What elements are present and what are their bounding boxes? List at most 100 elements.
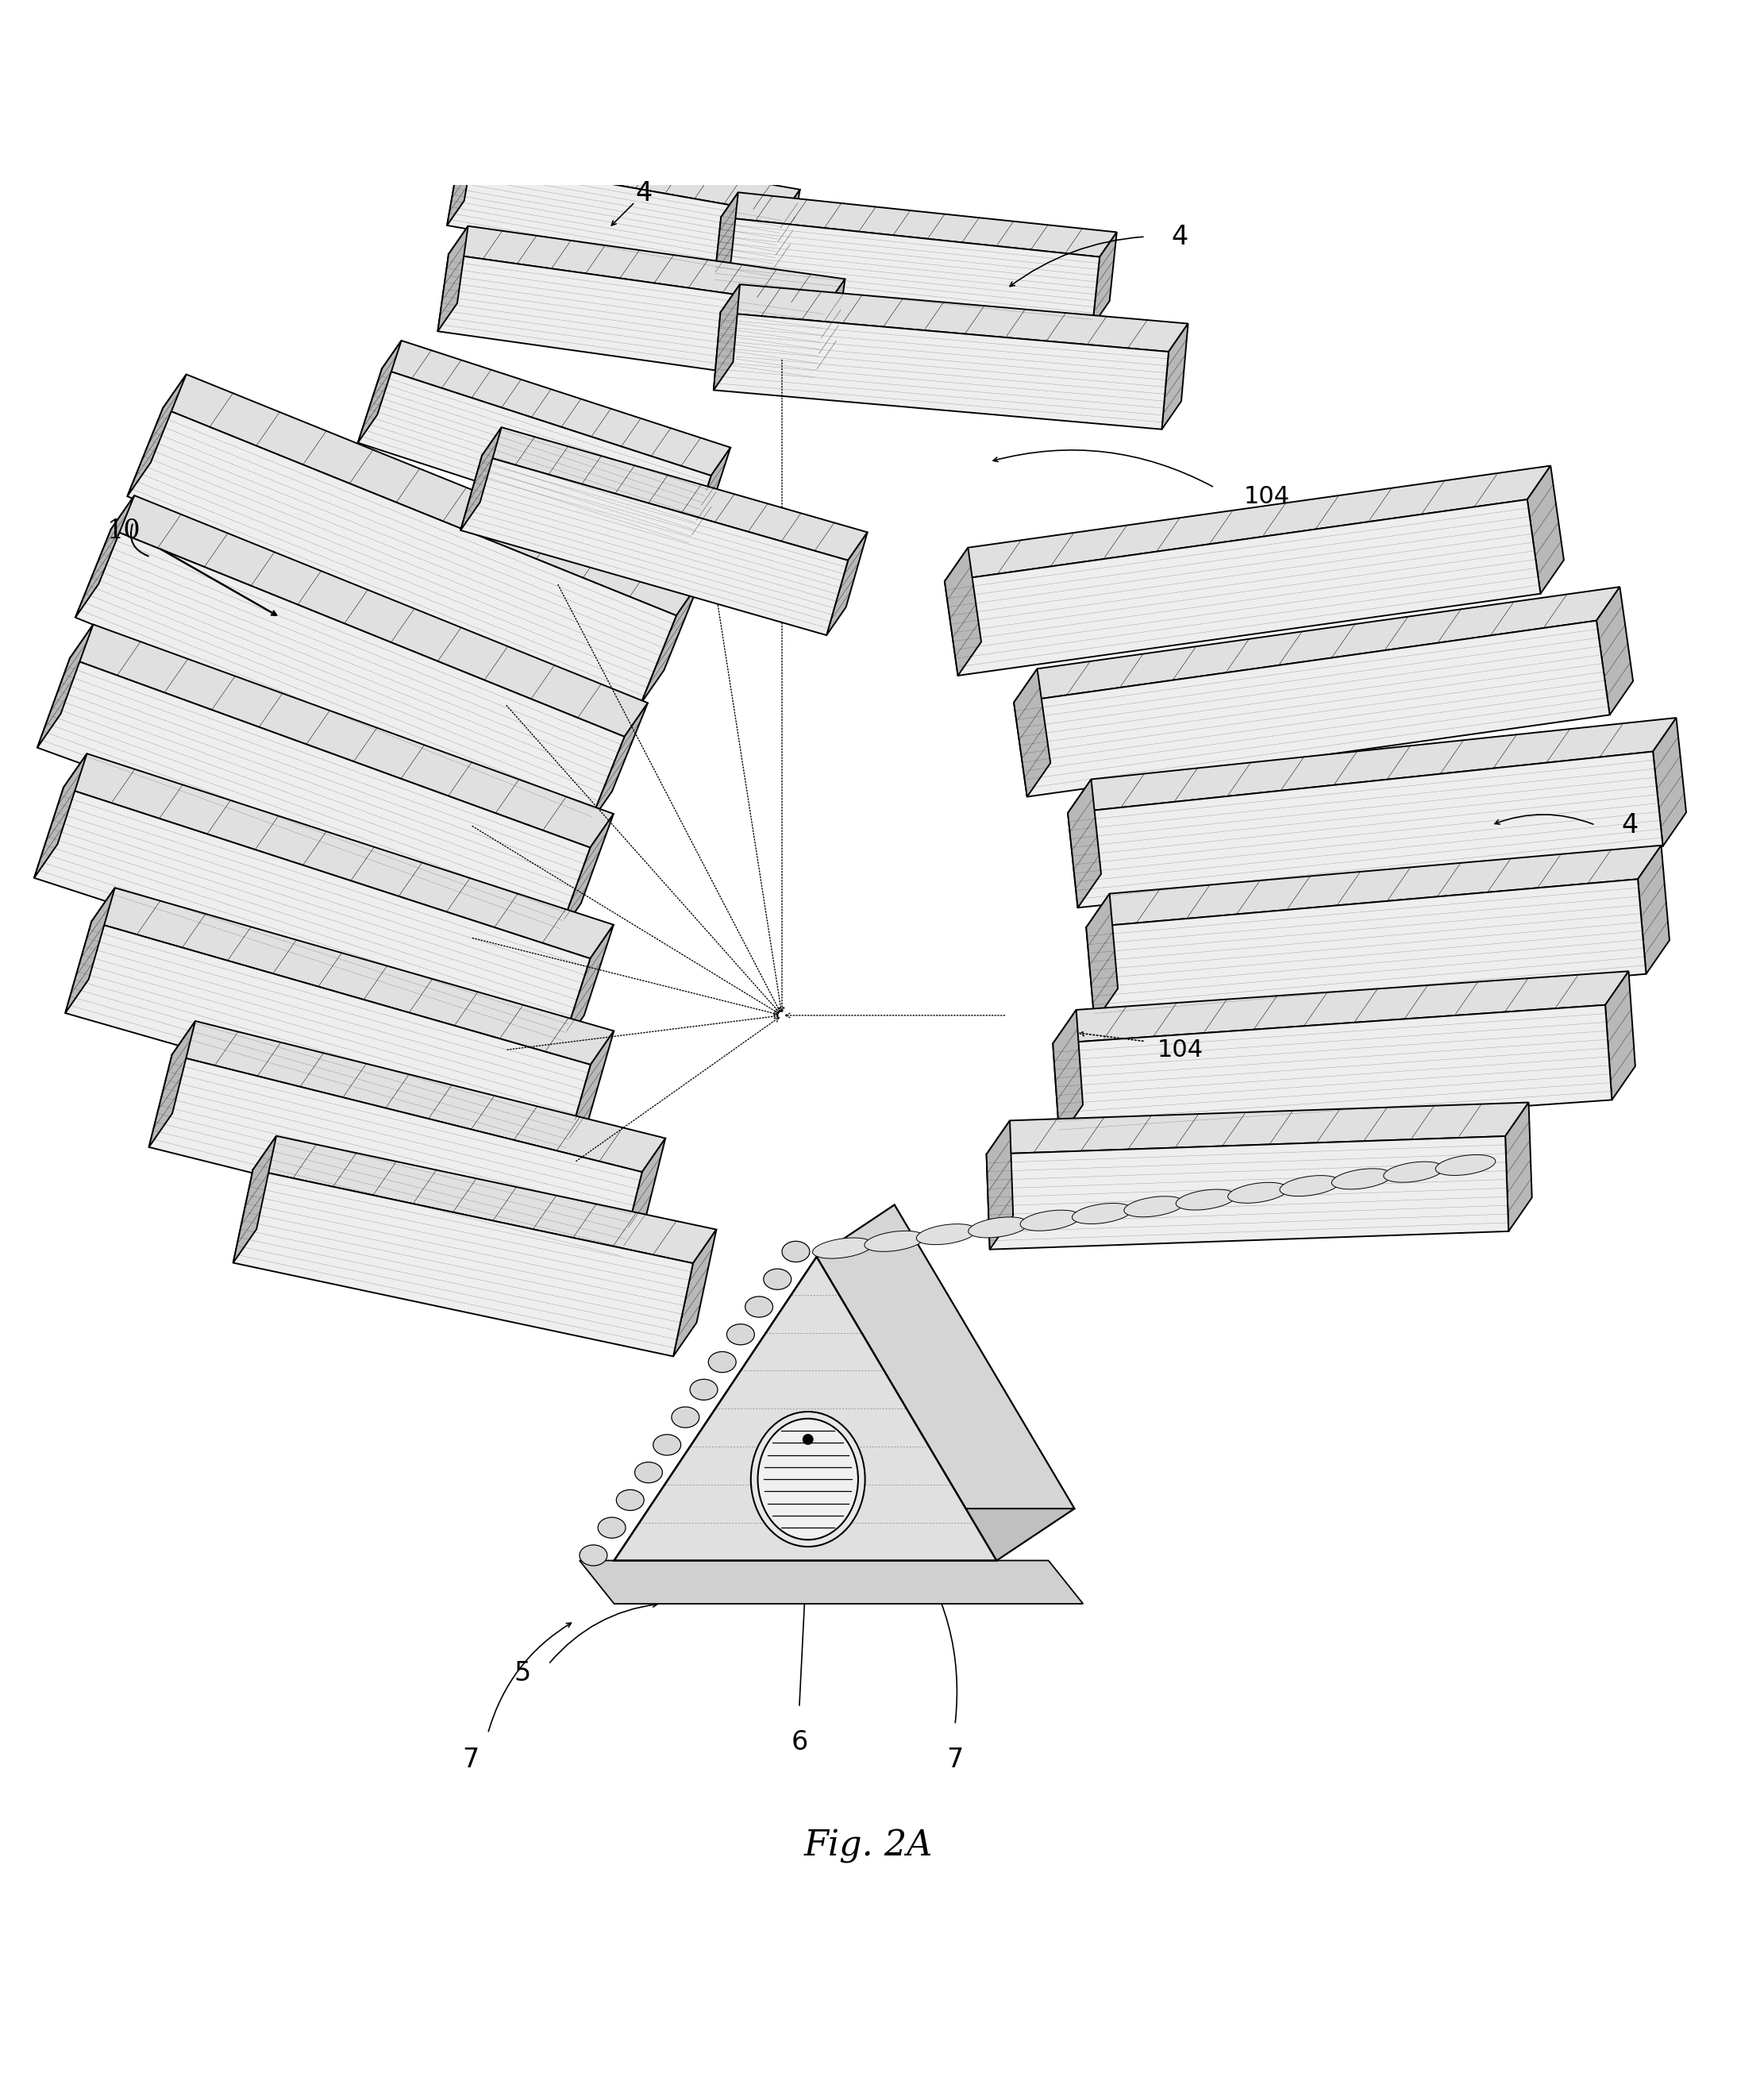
Polygon shape xyxy=(382,340,731,475)
Text: 104: 104 xyxy=(1244,485,1289,508)
Polygon shape xyxy=(358,370,710,550)
Polygon shape xyxy=(816,1205,1075,1560)
Ellipse shape xyxy=(1176,1189,1237,1210)
Polygon shape xyxy=(36,657,591,937)
Polygon shape xyxy=(438,227,467,332)
Polygon shape xyxy=(111,496,648,737)
Ellipse shape xyxy=(580,1546,608,1567)
Polygon shape xyxy=(66,888,115,1012)
Ellipse shape xyxy=(750,1411,865,1548)
Polygon shape xyxy=(1654,718,1687,846)
Polygon shape xyxy=(127,407,676,704)
Text: 7: 7 xyxy=(462,1747,479,1772)
Polygon shape xyxy=(1506,1102,1532,1231)
Polygon shape xyxy=(35,754,87,878)
Polygon shape xyxy=(1596,586,1633,714)
Text: 104: 104 xyxy=(1157,1040,1204,1061)
Ellipse shape xyxy=(757,1420,858,1539)
Polygon shape xyxy=(438,254,825,384)
Ellipse shape xyxy=(917,1224,976,1245)
Polygon shape xyxy=(1014,668,1051,796)
Polygon shape xyxy=(1086,895,1119,1023)
Polygon shape xyxy=(615,1205,895,1560)
Text: 7: 7 xyxy=(947,1747,964,1772)
Ellipse shape xyxy=(1124,1197,1185,1216)
Polygon shape xyxy=(721,193,1117,256)
Ellipse shape xyxy=(1228,1182,1287,1203)
Polygon shape xyxy=(64,754,613,958)
Polygon shape xyxy=(446,158,783,284)
Polygon shape xyxy=(641,582,700,704)
Polygon shape xyxy=(688,447,731,550)
Polygon shape xyxy=(561,924,613,1050)
Polygon shape xyxy=(987,1102,1529,1155)
Polygon shape xyxy=(460,456,848,634)
Ellipse shape xyxy=(1332,1168,1391,1189)
Polygon shape xyxy=(254,1136,716,1264)
Polygon shape xyxy=(483,426,867,561)
Ellipse shape xyxy=(634,1462,662,1483)
Polygon shape xyxy=(987,1136,1508,1250)
Ellipse shape xyxy=(726,1325,754,1344)
Text: 10: 10 xyxy=(108,519,141,544)
Polygon shape xyxy=(446,132,476,225)
Polygon shape xyxy=(1014,586,1621,704)
Polygon shape xyxy=(674,1228,716,1357)
Polygon shape xyxy=(815,279,844,384)
Ellipse shape xyxy=(1072,1203,1133,1224)
Ellipse shape xyxy=(745,1296,773,1317)
Polygon shape xyxy=(714,193,738,286)
Polygon shape xyxy=(92,888,613,1065)
Polygon shape xyxy=(771,189,801,284)
Text: 4: 4 xyxy=(1621,813,1638,838)
Polygon shape xyxy=(618,1138,665,1264)
Ellipse shape xyxy=(802,1434,813,1445)
Polygon shape xyxy=(172,1021,665,1172)
Ellipse shape xyxy=(764,1268,792,1289)
Polygon shape xyxy=(163,374,700,615)
Polygon shape xyxy=(127,374,186,496)
Polygon shape xyxy=(714,216,1100,326)
Ellipse shape xyxy=(1280,1176,1339,1197)
Polygon shape xyxy=(460,426,502,531)
Text: 4: 4 xyxy=(636,181,651,206)
Polygon shape xyxy=(615,1256,997,1560)
Polygon shape xyxy=(827,531,867,634)
Polygon shape xyxy=(1086,880,1647,1023)
Ellipse shape xyxy=(653,1434,681,1455)
Polygon shape xyxy=(580,1560,1084,1604)
Polygon shape xyxy=(1053,970,1629,1044)
Polygon shape xyxy=(615,1508,1075,1560)
Polygon shape xyxy=(1068,779,1101,907)
Ellipse shape xyxy=(968,1218,1028,1237)
Polygon shape xyxy=(565,1031,613,1157)
Polygon shape xyxy=(149,1054,643,1264)
Ellipse shape xyxy=(598,1518,625,1537)
Polygon shape xyxy=(721,284,1188,351)
Polygon shape xyxy=(1162,323,1188,428)
Polygon shape xyxy=(66,922,591,1157)
Text: Fig. 2A: Fig. 2A xyxy=(804,1829,933,1863)
Polygon shape xyxy=(945,548,981,676)
Polygon shape xyxy=(35,788,591,1050)
Text: 4: 4 xyxy=(1171,223,1188,250)
Text: 5: 5 xyxy=(514,1659,532,1686)
Polygon shape xyxy=(1527,466,1563,594)
Polygon shape xyxy=(69,624,613,848)
Polygon shape xyxy=(1053,1006,1612,1138)
Ellipse shape xyxy=(709,1352,736,1373)
Polygon shape xyxy=(1093,233,1117,326)
Polygon shape xyxy=(558,815,613,937)
Ellipse shape xyxy=(865,1231,924,1252)
Polygon shape xyxy=(75,496,134,617)
Polygon shape xyxy=(1086,846,1661,928)
Polygon shape xyxy=(75,529,624,825)
Ellipse shape xyxy=(617,1489,644,1510)
Ellipse shape xyxy=(1384,1161,1443,1182)
Polygon shape xyxy=(714,313,1169,428)
Polygon shape xyxy=(987,1121,1013,1250)
Polygon shape xyxy=(1014,622,1610,796)
Polygon shape xyxy=(945,466,1551,582)
Polygon shape xyxy=(459,132,801,214)
Polygon shape xyxy=(714,284,740,391)
